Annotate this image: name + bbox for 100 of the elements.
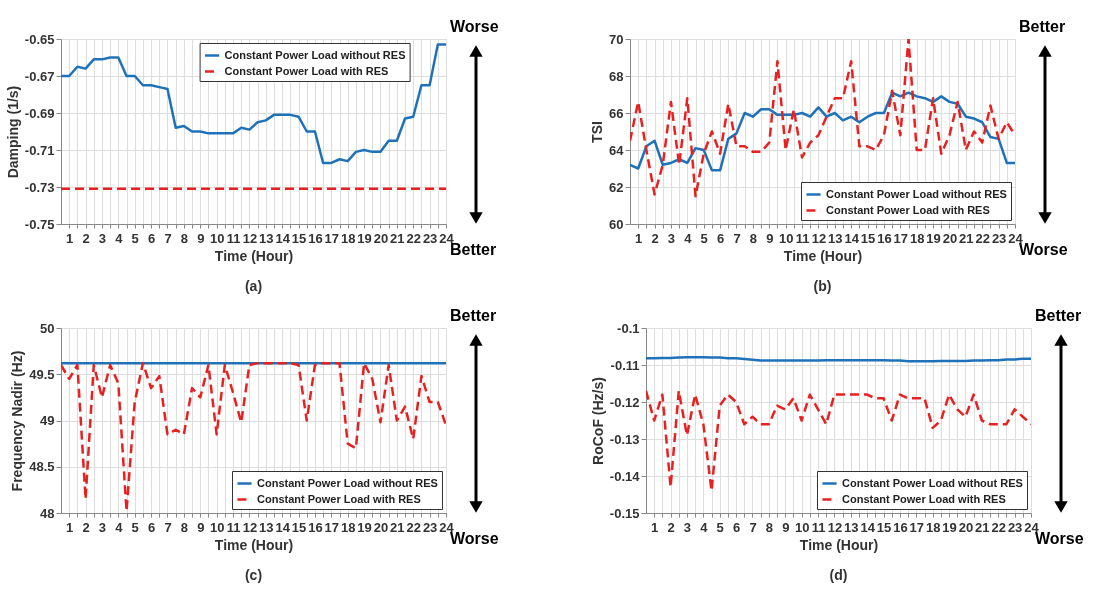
y-tick-label: 49.5	[29, 366, 55, 382]
x-tick-label: 8	[765, 519, 773, 535]
x-tick-label: 12	[242, 230, 258, 246]
x-tick-label: 20	[373, 230, 389, 246]
x-tick-label: 10	[209, 230, 225, 246]
x-tick-label: 21	[390, 519, 405, 535]
x-tick-label: 15	[291, 519, 307, 535]
x-tick-label: 2	[667, 519, 675, 535]
x-tick-label: 18	[340, 230, 356, 246]
x-tick-label: 4	[684, 230, 693, 246]
x-tick-label: 13	[259, 519, 274, 535]
y-tick-label: -0.73	[24, 179, 55, 195]
x-tick-label: 9	[782, 519, 790, 535]
text: Worse	[450, 18, 499, 35]
x-tick-label: 13	[828, 230, 843, 246]
x-tick-label: 12	[242, 519, 258, 535]
y-tick-label: -0.75	[24, 216, 55, 232]
x-tick-label: 1	[651, 519, 659, 535]
text: Better	[1035, 307, 1082, 324]
y-tick-label: 50	[40, 320, 55, 336]
y-tick-label: 48.5	[29, 459, 55, 475]
x-axis-title: Time (Hour)	[214, 536, 294, 553]
x-tick-label: 6	[147, 230, 156, 246]
x-axis-title: Time (Hour)	[214, 247, 294, 264]
x-tick-label: 6	[732, 519, 741, 535]
x-tick-label: 13	[844, 519, 859, 535]
x-tick-label: 11	[226, 519, 241, 535]
text: (d)	[829, 567, 848, 583]
legend-label: Constant Power Load without RES	[257, 476, 438, 489]
x-tick-label: 17	[909, 519, 925, 535]
y-tick-label: 48	[40, 505, 55, 521]
x-tick-label: 13	[259, 230, 274, 246]
x-tick-label: 3	[683, 519, 692, 535]
x-tick-label: 22	[991, 519, 1006, 535]
x-tick-label: 1	[635, 230, 643, 246]
x-tick-label: 2	[651, 230, 659, 246]
x-tick-label: 9	[197, 519, 205, 535]
y-tick-label: 62	[609, 179, 624, 195]
y-axis-title: RoCoF (Hz/s)	[589, 377, 606, 465]
x-tick-label: 5	[131, 519, 139, 535]
text: (a)	[244, 278, 263, 294]
y-tick-label: 64	[609, 142, 625, 158]
x-tick-label: 10	[794, 519, 810, 535]
text: Better	[450, 307, 497, 324]
legend-label: Constant Power Load with RES	[257, 492, 421, 505]
x-tick-label: 19	[942, 519, 957, 535]
x-tick-label: 19	[357, 230, 372, 246]
legend-label: Constant Power Load with RES	[826, 203, 990, 216]
x-tick-label: 8	[180, 230, 188, 246]
x-tick-label: 4	[115, 230, 124, 246]
x-tick-label: 7	[164, 519, 172, 535]
x-tick-label: 3	[98, 519, 107, 535]
x-tick-label: 20	[373, 519, 389, 535]
x-tick-label: 15	[876, 519, 892, 535]
x-tick-label: 22	[406, 519, 421, 535]
x-tick-label: 9	[197, 230, 205, 246]
x-tick-label: 12	[811, 230, 827, 246]
x-tick-label: 14	[275, 230, 291, 246]
x-tick-label: 14	[860, 519, 876, 535]
x-tick-label: 6	[716, 230, 725, 246]
x-tick-label: 18	[340, 519, 356, 535]
x-tick-label: 22	[975, 230, 990, 246]
x-tick-label: 9	[766, 230, 774, 246]
legend-label: Constant Power Load without RES	[826, 187, 1007, 200]
legend-label: Constant Power Load without RES	[224, 48, 406, 61]
x-tick-label: 20	[958, 519, 974, 535]
y-axis-title: Damping (1/s)	[4, 85, 21, 179]
y-tick-label: -0.67	[24, 68, 55, 84]
x-axis-title: Time (Hour)	[783, 247, 863, 264]
y-axis-title: TSI	[589, 121, 606, 143]
line-series	[61, 43, 446, 165]
x-tick-label: 11	[226, 230, 241, 246]
x-tick-label: 14	[844, 230, 860, 246]
line-series	[630, 39, 1015, 198]
x-tick-label: 19	[357, 519, 372, 535]
y-tick-label: -0.13	[609, 431, 640, 447]
y-tick-label: -0.15	[609, 505, 640, 521]
x-tick-label: 5	[716, 519, 724, 535]
x-tick-label: 23	[1007, 519, 1023, 535]
y-tick-label: 66	[609, 105, 624, 121]
x-tick-label: 2	[82, 230, 90, 246]
y-tick-label: -0.71	[24, 142, 55, 158]
y-tick-label: -0.12	[609, 394, 640, 410]
y-tick-label: -0.14	[609, 468, 641, 484]
text: Better	[1019, 18, 1066, 35]
x-tick-label: 21	[975, 519, 990, 535]
x-tick-label: 2	[82, 519, 90, 535]
x-tick-label: 16	[308, 230, 323, 246]
x-tick-label: 7	[733, 230, 741, 246]
x-tick-label: 4	[115, 519, 124, 535]
legend-label: Constant Power Load with RES	[224, 64, 389, 77]
x-tick-label: 17	[324, 519, 340, 535]
x-tick-label: 23	[422, 230, 438, 246]
x-tick-label: 18	[909, 230, 925, 246]
x-tick-label: 3	[667, 230, 676, 246]
x-tick-label: 10	[778, 230, 794, 246]
legend-label: Constant Power Load with RES	[842, 492, 1006, 505]
x-tick-label: 21	[390, 230, 405, 246]
x-tick-label: 12	[827, 519, 843, 535]
x-axis-title: Time (Hour)	[799, 536, 879, 553]
